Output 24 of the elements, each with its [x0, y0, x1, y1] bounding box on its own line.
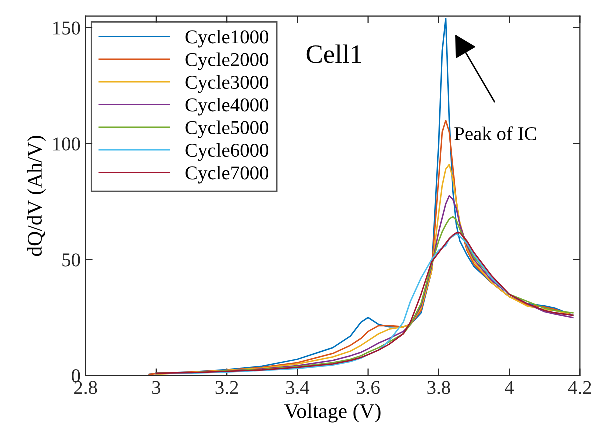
y-tick-label: 100 — [54, 138, 80, 151]
y-axis-title: dQ/dV (Ah/V) — [27, 136, 46, 256]
line-series — [148, 18, 574, 376]
annotation: Cell1 — [306, 44, 362, 64]
annotation: Peak of IC — [454, 126, 536, 141]
x-tick-label: 4.2 — [568, 381, 592, 394]
legend-label: Cycle7000 — [186, 166, 269, 184]
legend-label: Cycle3000 — [186, 75, 269, 94]
x-tick-label: 4 — [505, 381, 514, 394]
x-tick-label: 2.8 — [74, 381, 98, 394]
legend-label: Cycle2000 — [186, 52, 269, 70]
y-tick-label: 50 — [62, 254, 80, 267]
x-tick-label: 3.2 — [216, 381, 238, 394]
x-tick-label: 3.6 — [357, 381, 380, 394]
x-tick-label: 3 — [152, 381, 161, 394]
x-tick-label: 3.4 — [286, 381, 310, 394]
legend-label: Cycle6000 — [186, 143, 269, 162]
x-tick-label: 3.8 — [428, 381, 450, 394]
legend-label: Cycle4000 — [186, 98, 269, 116]
x-axis-title: Voltage (V) — [284, 404, 381, 423]
y-tick-label: 150 — [54, 22, 80, 35]
y-tick-label: 0 — [72, 370, 80, 383]
legend-label: Cycle1000 — [186, 30, 269, 48]
legend-label: Cycle5000 — [186, 120, 269, 138]
